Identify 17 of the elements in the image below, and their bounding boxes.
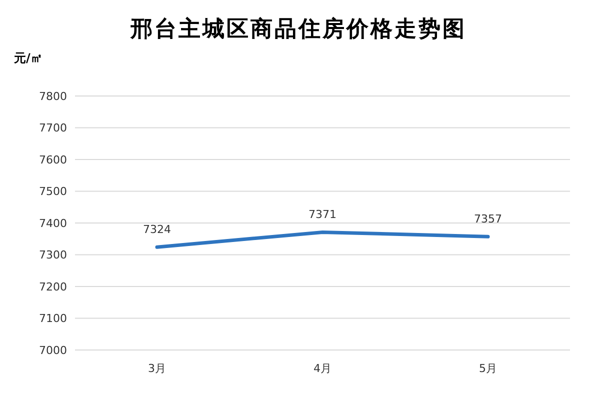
- x-tick-label: 3月: [148, 362, 166, 375]
- y-tick-label: 7300: [39, 248, 67, 262]
- y-axis-title: 元/㎡: [14, 50, 42, 67]
- y-tick-label: 7600: [39, 153, 67, 166]
- x-tick-label: 4月: [314, 362, 332, 375]
- y-tick-label: 7200: [39, 280, 67, 294]
- y-tick-label: 7500: [39, 185, 67, 198]
- x-tick-label: 5月: [479, 362, 497, 375]
- data-label: 7324: [143, 223, 171, 236]
- y-tick-label: 7800: [39, 90, 67, 103]
- y-tick-label: 7700: [39, 122, 67, 135]
- chart-title: 邢台主城区商品住房价格走势图: [129, 15, 468, 44]
- y-tick-label: 7000: [39, 344, 67, 357]
- y-tick-label: 7400: [39, 216, 67, 230]
- data-label: 7357: [474, 212, 502, 226]
- data-label: 7371: [308, 208, 336, 222]
- y-tick-label: 7100: [39, 312, 67, 326]
